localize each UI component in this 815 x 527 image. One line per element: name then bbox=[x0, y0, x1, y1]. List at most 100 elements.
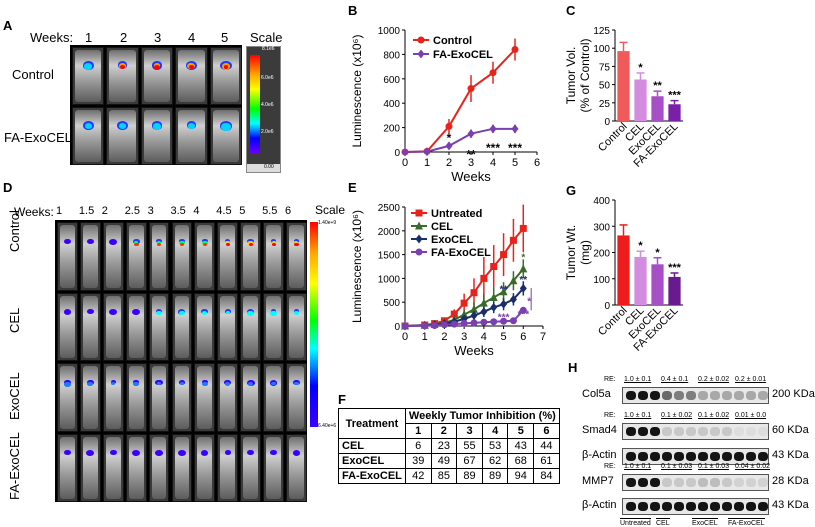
x-tick-label: 2 bbox=[446, 157, 452, 169]
chart-b: 0 1 2 3 4 5 6 0 200 400 600 800 1000 Weeks Luminescenc… bbox=[350, 26, 540, 184]
table-cell: 89 bbox=[481, 468, 509, 484]
y-tick-label: 200 bbox=[593, 249, 610, 260]
mouse-body bbox=[60, 436, 75, 499]
table-cell: 68 bbox=[507, 453, 535, 469]
x-tick-label: 0 bbox=[402, 157, 408, 169]
panel-label-g: G bbox=[566, 183, 577, 198]
mouse-body bbox=[105, 225, 121, 288]
data-point bbox=[519, 224, 527, 232]
y-tick-label: 25 bbox=[599, 99, 611, 110]
bioluminescence-signal bbox=[152, 123, 161, 130]
x-axis-label: Weeks bbox=[451, 169, 491, 184]
blot-protein-label: Smad4 bbox=[582, 424, 617, 436]
bar bbox=[634, 79, 647, 121]
blot-band bbox=[686, 391, 696, 400]
data-point bbox=[431, 322, 439, 330]
blot-band bbox=[758, 452, 768, 461]
significance-marker: *** bbox=[486, 141, 500, 155]
panel-a-scale-6e6: 6.0e6 bbox=[261, 75, 274, 81]
re-value: 0.1 ± 0.02 bbox=[661, 412, 693, 419]
bioluminescence-signal bbox=[133, 381, 140, 387]
data-point bbox=[470, 289, 478, 297]
panel-d-row-control: Control bbox=[7, 210, 22, 252]
mouse-image bbox=[140, 107, 174, 165]
blot-band bbox=[698, 478, 708, 487]
data-point bbox=[480, 274, 488, 282]
legend-marker bbox=[415, 234, 423, 244]
mouse-body bbox=[212, 50, 239, 102]
mouse-image bbox=[171, 222, 193, 291]
blot-band bbox=[662, 391, 672, 400]
bioluminescence-signal bbox=[202, 311, 208, 315]
table-cell: 6 bbox=[404, 438, 432, 454]
bar bbox=[617, 235, 630, 305]
blot-protein-label: β-Actin bbox=[582, 499, 617, 511]
mouse-image bbox=[57, 222, 78, 291]
blot-band bbox=[650, 478, 660, 487]
x-tick-label: 4 bbox=[490, 157, 496, 169]
significance-marker: ** bbox=[500, 285, 508, 296]
x-axis-label: Weeks bbox=[454, 343, 494, 358]
blot-band bbox=[686, 427, 696, 436]
mouse-body bbox=[174, 366, 190, 429]
blot-band bbox=[638, 502, 648, 511]
panel-label-e: E bbox=[348, 180, 357, 195]
x-tick-label: 3 bbox=[461, 331, 467, 343]
panel-d-week-label: 3.5 bbox=[170, 205, 186, 217]
y-axis-label: Luminescence (x10⁶) bbox=[350, 210, 364, 323]
bioluminescence-signal bbox=[109, 309, 117, 316]
mouse-image bbox=[57, 292, 78, 361]
mouse-image bbox=[209, 107, 242, 165]
x-tick-label: 6 bbox=[520, 331, 526, 343]
mouse-image bbox=[217, 363, 239, 432]
legend-marker bbox=[415, 221, 423, 230]
blot-band bbox=[722, 502, 732, 511]
mouse-image bbox=[102, 222, 124, 291]
panel-a-weeks-label: Weeks: bbox=[30, 30, 74, 45]
re-value: 0.2 ± 0.01 bbox=[735, 376, 767, 383]
data-point bbox=[470, 311, 478, 321]
mouse-body bbox=[82, 225, 98, 288]
table-col-2: 2 bbox=[430, 423, 458, 439]
x-tick-label: 4 bbox=[481, 331, 487, 343]
mouse-image bbox=[106, 107, 139, 165]
panel-a-week-1: 1 bbox=[85, 30, 93, 45]
panel-d-week-label: 3 bbox=[147, 205, 154, 217]
mouse-body bbox=[220, 366, 236, 429]
table-cell: 89 bbox=[456, 468, 483, 484]
bar bbox=[651, 264, 664, 305]
data-point bbox=[401, 147, 409, 157]
panel-d-scale-bar bbox=[310, 222, 318, 427]
blot-band bbox=[710, 478, 720, 487]
legend-label: Control bbox=[433, 35, 472, 47]
x-tick-label: 5 bbox=[512, 157, 518, 169]
bioluminescence-signal bbox=[247, 311, 254, 317]
y-tick-label: 1000 bbox=[378, 26, 401, 37]
blot-band bbox=[686, 502, 696, 511]
blot-band bbox=[734, 502, 744, 511]
legend-marker bbox=[415, 209, 423, 217]
re-value: 0.1 ± 0.03 bbox=[698, 463, 730, 470]
y-tick-label: 400 bbox=[593, 196, 610, 207]
mouse-body bbox=[151, 295, 167, 358]
re-value: 1.0 ± 0.1 bbox=[624, 412, 652, 419]
blot-band bbox=[758, 502, 768, 511]
blot-band bbox=[710, 452, 720, 461]
blot-row bbox=[622, 387, 769, 404]
y-tick-label: 0 bbox=[604, 117, 610, 128]
bioluminescence-signal bbox=[294, 240, 299, 244]
re-value: 0.4 ± 0.1 bbox=[661, 376, 689, 383]
mouse-body bbox=[266, 366, 281, 429]
blot-row bbox=[622, 448, 769, 465]
table-cell: 67 bbox=[456, 453, 483, 469]
bioluminescence-signal bbox=[156, 311, 162, 316]
x-tick-label: 2 bbox=[441, 331, 447, 343]
panel-label-a: A bbox=[3, 18, 13, 33]
table-col-1: 1 bbox=[404, 423, 432, 439]
panel-d-scale-bottom: 6.40e+6 bbox=[318, 423, 337, 429]
bioluminescence-signal bbox=[224, 450, 231, 455]
mouse-body bbox=[243, 225, 259, 288]
mouse-body bbox=[174, 436, 190, 499]
bioluminescence-signal bbox=[64, 381, 71, 387]
significance-marker: * bbox=[521, 252, 525, 263]
